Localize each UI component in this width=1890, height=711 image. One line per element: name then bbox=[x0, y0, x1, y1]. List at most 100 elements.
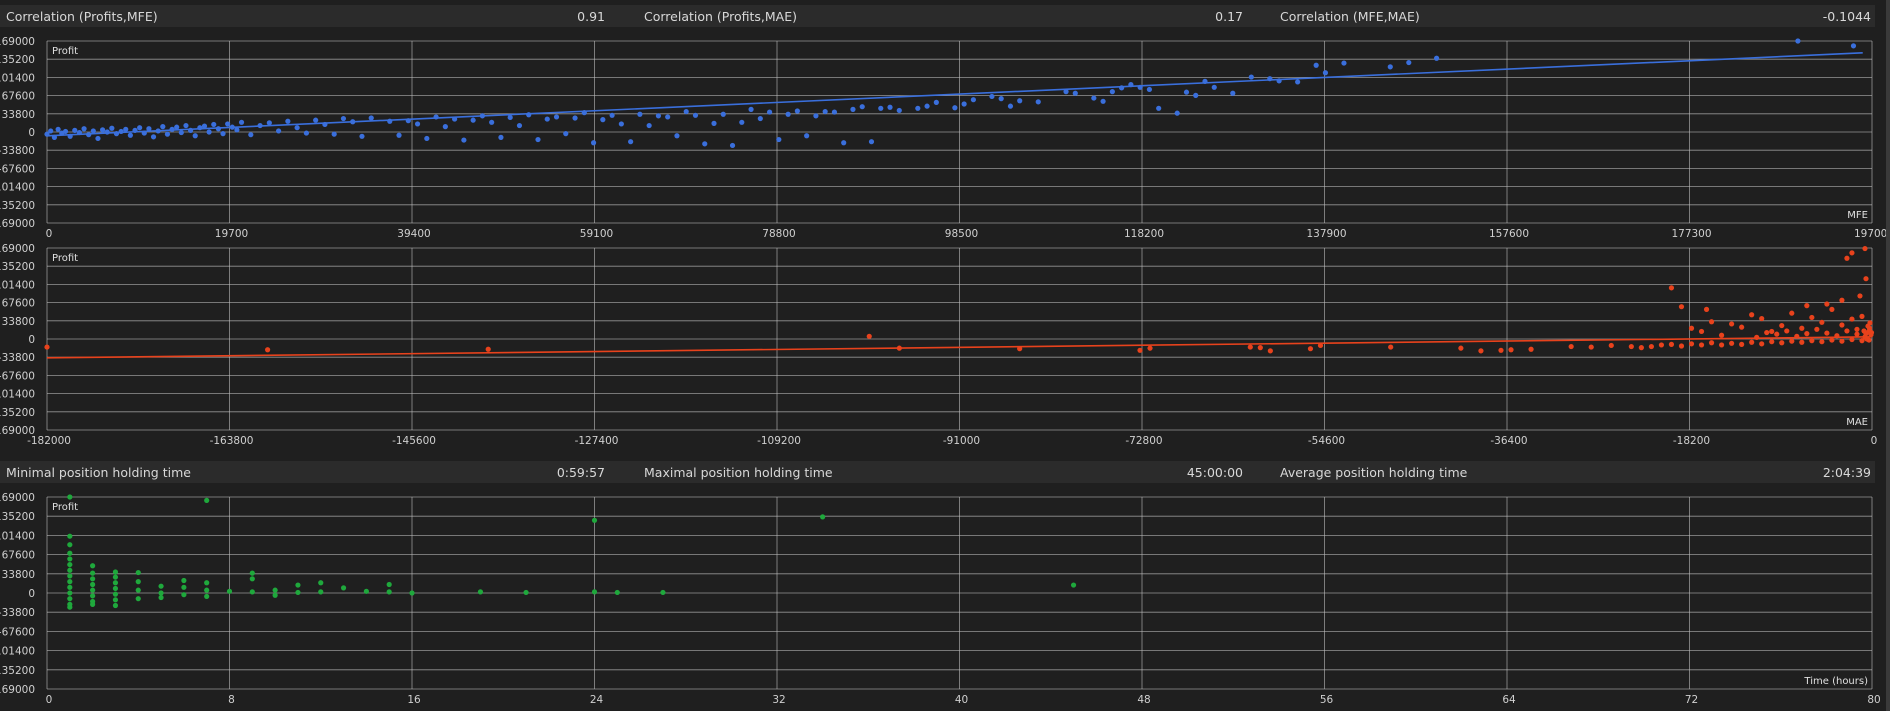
data-point bbox=[67, 533, 73, 539]
data-point bbox=[1814, 326, 1820, 332]
window-right-edge bbox=[1886, 0, 1890, 711]
data-point bbox=[924, 103, 930, 109]
data-point bbox=[1174, 110, 1180, 116]
data-point bbox=[1829, 337, 1835, 343]
data-point bbox=[109, 125, 115, 131]
stat-value-profits-mae: 0.17 bbox=[1215, 9, 1243, 24]
data-point bbox=[174, 124, 180, 130]
trend-line bbox=[46, 336, 1873, 359]
data-point bbox=[1137, 347, 1143, 353]
data-point bbox=[1508, 347, 1514, 353]
x-tick-label: 0 bbox=[46, 228, 53, 240]
y-tick-label: 67600 bbox=[2, 550, 35, 562]
data-point bbox=[257, 122, 263, 129]
y-tick-label: 0 bbox=[28, 127, 35, 139]
data-point bbox=[303, 130, 309, 136]
y-tick-label: -169000 bbox=[0, 218, 35, 230]
y-tick-label: 67600 bbox=[2, 91, 35, 103]
data-point bbox=[859, 104, 865, 110]
data-point bbox=[1388, 344, 1394, 350]
data-point bbox=[86, 132, 92, 138]
data-point bbox=[1729, 321, 1735, 327]
data-point bbox=[887, 104, 893, 110]
y-tick-label: 101400 bbox=[0, 72, 35, 84]
panel-profit-vs-mfe: 169000 135200 101400 67600 33800 0 -33800 -6760… bbox=[0, 33, 1890, 243]
data-point bbox=[67, 567, 73, 573]
data-point bbox=[135, 569, 141, 576]
data-point bbox=[1433, 55, 1440, 61]
x-tick-label: 64 bbox=[1502, 694, 1516, 706]
data-point bbox=[1857, 293, 1863, 299]
data-point bbox=[1703, 306, 1710, 312]
data-point bbox=[1698, 328, 1705, 335]
data-point bbox=[72, 127, 78, 133]
data-point bbox=[1849, 336, 1855, 343]
y-tick-label: 0 bbox=[28, 334, 35, 346]
data-point bbox=[1498, 347, 1504, 353]
data-point bbox=[1156, 105, 1162, 111]
data-point bbox=[1769, 339, 1775, 345]
data-point bbox=[215, 126, 221, 132]
x-tick-label: 98500 bbox=[945, 228, 978, 240]
data-point bbox=[1678, 343, 1685, 349]
data-point bbox=[1754, 334, 1760, 340]
data-point bbox=[720, 111, 726, 117]
data-point bbox=[1638, 345, 1644, 351]
data-point bbox=[67, 584, 73, 590]
data-point bbox=[739, 119, 745, 125]
data-point bbox=[1850, 43, 1857, 49]
data-point bbox=[1819, 339, 1825, 345]
stat-label-max-holding: Maximal position holding time bbox=[644, 465, 833, 480]
y-tick-label: 169000 bbox=[0, 36, 35, 48]
stat-value-min-holding: 0:59:57 bbox=[556, 465, 605, 480]
data-point bbox=[272, 587, 278, 593]
data-point bbox=[363, 588, 369, 594]
stat-value-avg-holding: 2:04:39 bbox=[1822, 465, 1871, 480]
data-point bbox=[1109, 89, 1115, 95]
data-point bbox=[181, 592, 187, 598]
data-point bbox=[878, 105, 884, 111]
data-point bbox=[498, 134, 504, 140]
y-tick-label: 101400 bbox=[0, 530, 35, 542]
data-point bbox=[201, 123, 208, 129]
y-tick-label: 33800 bbox=[2, 109, 35, 121]
data-point bbox=[285, 118, 291, 124]
x-tick-label: -91000 bbox=[943, 435, 980, 447]
data-point bbox=[1824, 330, 1830, 336]
x-tick-label: 56 bbox=[1320, 694, 1334, 706]
data-point bbox=[146, 126, 152, 132]
data-point bbox=[95, 135, 101, 142]
data-point bbox=[192, 133, 198, 139]
data-point bbox=[841, 140, 847, 146]
data-point bbox=[1764, 329, 1770, 336]
data-point bbox=[275, 128, 282, 134]
data-point bbox=[609, 112, 615, 118]
data-point bbox=[523, 589, 529, 596]
data-point bbox=[1708, 319, 1715, 325]
data-point bbox=[1859, 313, 1865, 319]
x-tick-label: 32 bbox=[772, 694, 785, 706]
data-point bbox=[581, 110, 587, 116]
data-point bbox=[1658, 342, 1665, 348]
data-point bbox=[1739, 341, 1745, 347]
data-point bbox=[850, 106, 856, 112]
data-point bbox=[424, 135, 430, 142]
data-point bbox=[1568, 343, 1574, 350]
data-point bbox=[452, 116, 458, 122]
data-point bbox=[1839, 297, 1845, 303]
data-point bbox=[340, 115, 347, 122]
data-point bbox=[112, 585, 119, 592]
x-tick-label: -18200 bbox=[1673, 435, 1710, 447]
data-point bbox=[178, 129, 184, 136]
data-point bbox=[485, 346, 491, 352]
y-tick-label: 101400 bbox=[0, 279, 35, 291]
data-point bbox=[1247, 344, 1253, 350]
data-point bbox=[169, 126, 175, 132]
data-point bbox=[1789, 338, 1795, 344]
data-point bbox=[90, 128, 96, 134]
data-point bbox=[1035, 99, 1041, 105]
data-point bbox=[866, 333, 872, 339]
data-point bbox=[868, 139, 875, 145]
x-tick-label: -72800 bbox=[1125, 435, 1162, 447]
data-point bbox=[112, 580, 119, 586]
